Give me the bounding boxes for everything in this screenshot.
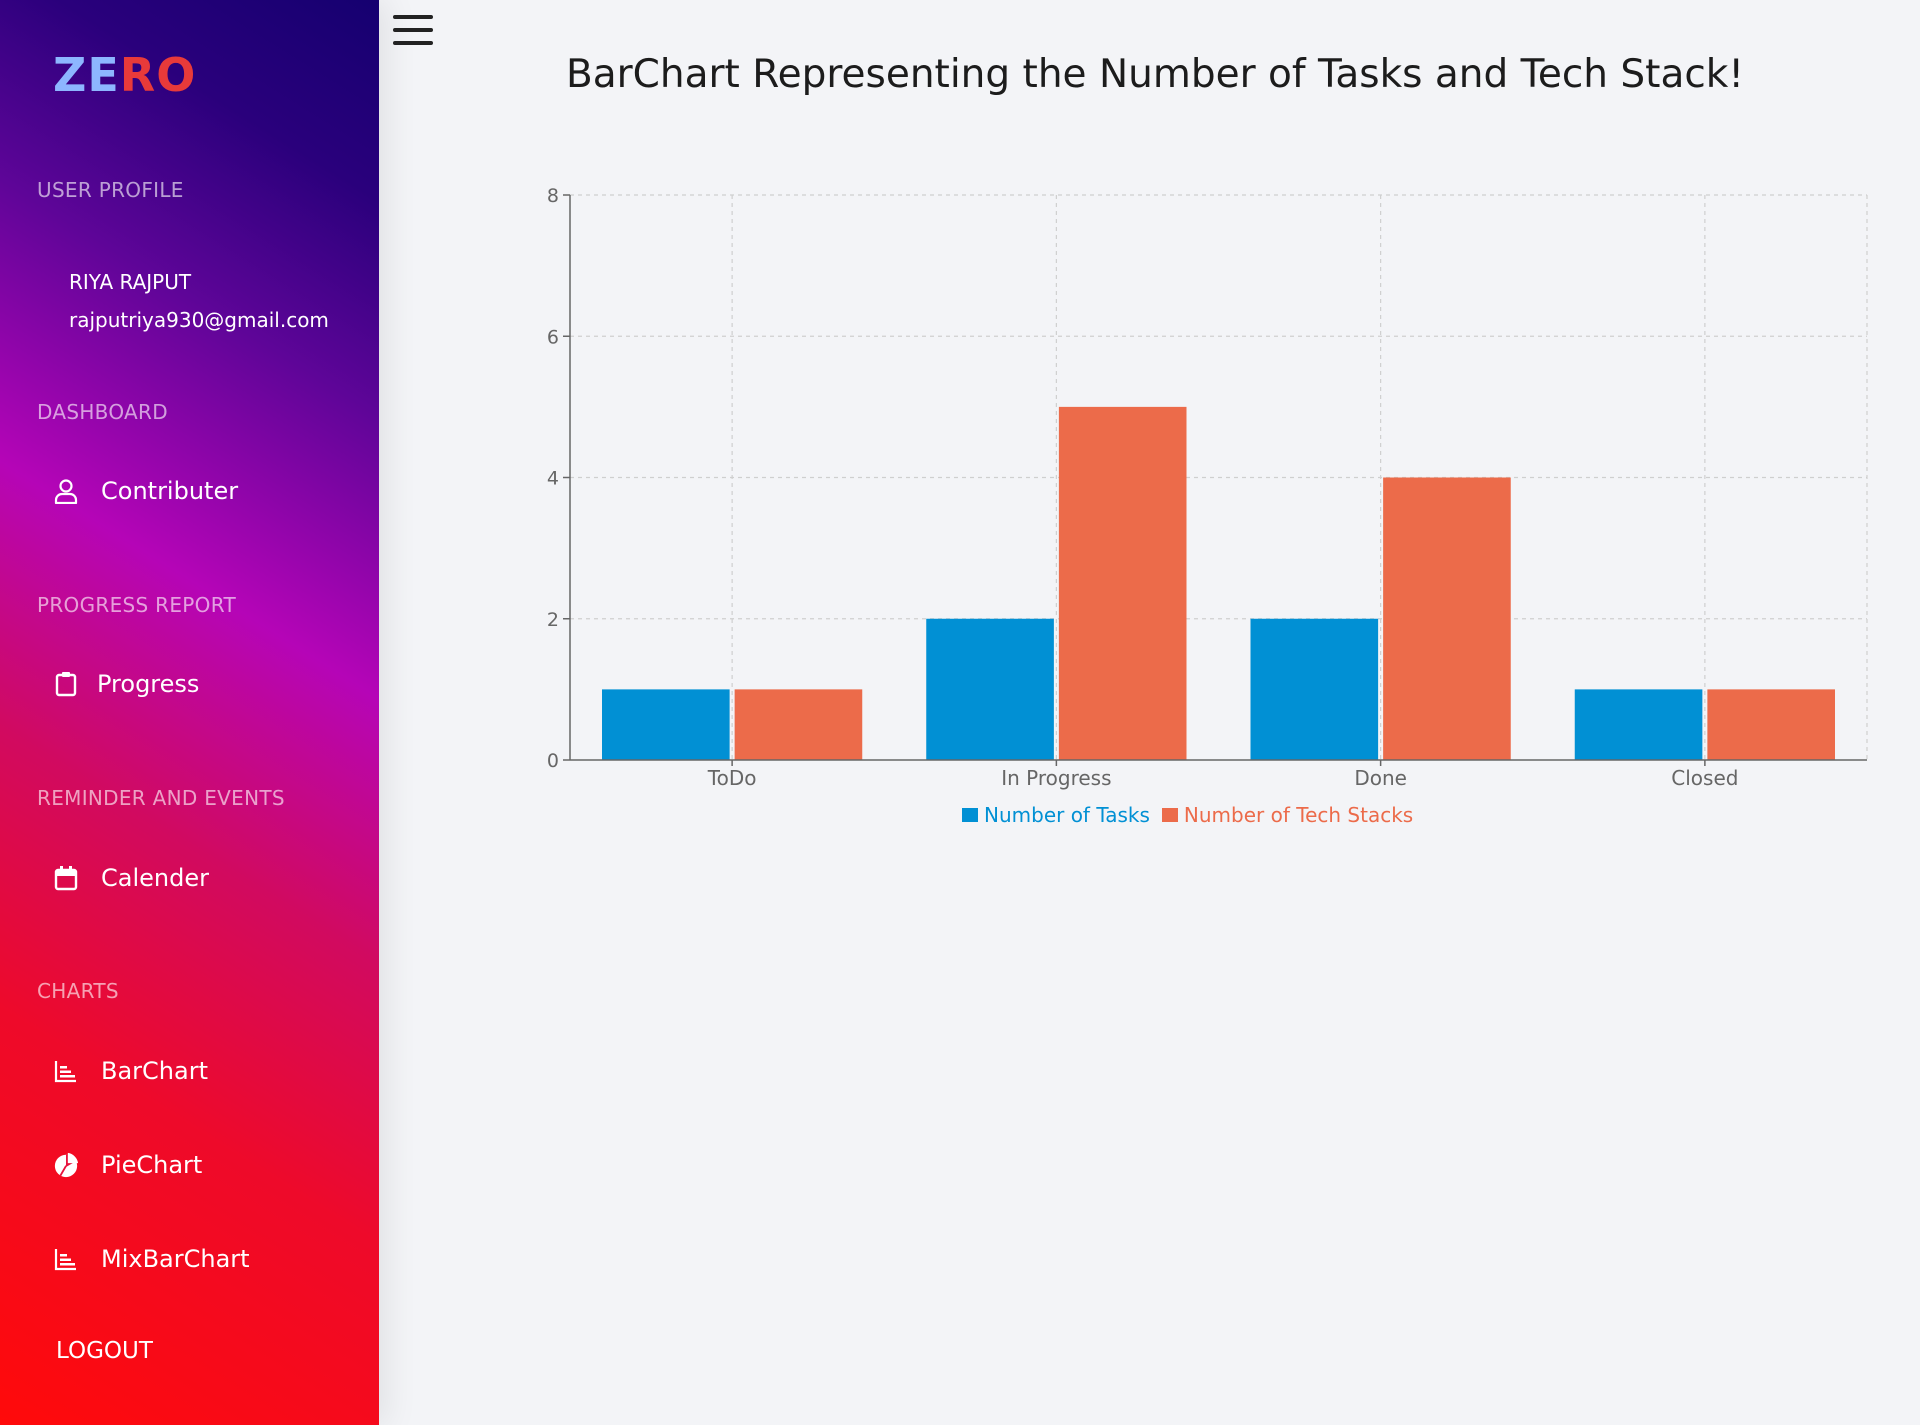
hamburger-menu-icon[interactable] <box>393 15 433 47</box>
x-tick-label: Closed <box>1671 766 1738 790</box>
x-tick-label: Done <box>1354 766 1407 790</box>
x-tick-label: In Progress <box>1001 766 1111 790</box>
profile-name: RIYA RAJPUT <box>69 270 192 294</box>
bar-tasks <box>1574 689 1703 760</box>
section-user-profile: USER PROFILE <box>37 178 184 202</box>
logo-part-2: RO <box>119 48 197 102</box>
y-tick-label: 6 <box>547 326 559 348</box>
section-charts: CHARTS <box>37 979 119 1003</box>
clipboard-icon <box>53 671 79 697</box>
legend-item-tasks[interactable]: Number of Tasks <box>962 803 1150 827</box>
legend-item-tech-stacks[interactable]: Number of Tech Stacks <box>1161 803 1414 827</box>
legend-label-tasks: Number of Tasks <box>984 803 1150 827</box>
bar-tasks <box>1250 618 1379 760</box>
bar-chart-icon <box>53 1058 79 1084</box>
nav-progress-label: Progress <box>97 670 200 698</box>
user-icon <box>53 478 79 504</box>
bar-tasks <box>602 689 730 760</box>
legend-swatch-tasks <box>962 808 978 822</box>
app-logo[interactable]: ZERO <box>53 48 196 102</box>
y-tick-label: 4 <box>547 468 559 490</box>
nav-barchart-label: BarChart <box>101 1057 208 1085</box>
nav-contributer-label: Contributer <box>101 477 239 505</box>
nav-contributer[interactable]: Contributer <box>53 477 238 505</box>
nav-piechart-label: PieChart <box>101 1151 203 1179</box>
nav-progress[interactable]: Progress <box>53 670 199 698</box>
legend-swatch-tech-stacks <box>1161 808 1178 822</box>
section-reminder-events: REMINDER AND EVENTS <box>37 786 285 810</box>
section-progress-report: PROGRESS REPORT <box>37 593 236 617</box>
bar-tech-stacks <box>1058 406 1187 760</box>
bar-tasks <box>926 618 1054 760</box>
section-dashboard: DASHBOARD <box>37 400 168 424</box>
nav-piechart[interactable]: PieChart <box>53 1151 202 1179</box>
pie-chart-icon <box>53 1152 79 1178</box>
calendar-icon <box>53 865 79 891</box>
nav-mixbarchart[interactable]: MixBarChart <box>53 1245 250 1273</box>
logout-link[interactable]: LOGOUT <box>56 1338 153 1364</box>
mix-bar-chart-icon <box>53 1246 79 1272</box>
y-tick-label: 0 <box>547 750 559 772</box>
sidebar: ZERO USER PROFILE RIYA RAJPUT rajputriya… <box>0 0 379 1425</box>
y-tick-label: 2 <box>547 609 559 631</box>
logo-part-1: ZE <box>53 48 120 102</box>
bar-tech-stacks <box>1383 477 1511 760</box>
profile-email: rajputriya930@gmail.com <box>69 308 329 332</box>
nav-calender[interactable]: Calender <box>53 864 209 892</box>
bar-chart: 0 2 4 6 8 ToDo In Progress Done Closed <box>547 185 1868 790</box>
chart-legend: Number of Tasks Number of Tech Stacks <box>962 803 1413 827</box>
legend-label-tech-stacks: Number of Tech Stacks <box>1183 803 1414 827</box>
nav-calender-label: Calender <box>101 864 209 892</box>
page-title: BarChart Representing the Number of Task… <box>565 52 1745 97</box>
nav-mixbarchart-label: MixBarChart <box>101 1245 250 1273</box>
nav-barchart[interactable]: BarChart <box>53 1057 208 1085</box>
bar-tech-stacks <box>1707 689 1835 760</box>
x-tick-label: ToDo <box>707 766 757 790</box>
y-tick-label: 8 <box>547 185 559 207</box>
bar-tech-stacks <box>734 689 863 760</box>
